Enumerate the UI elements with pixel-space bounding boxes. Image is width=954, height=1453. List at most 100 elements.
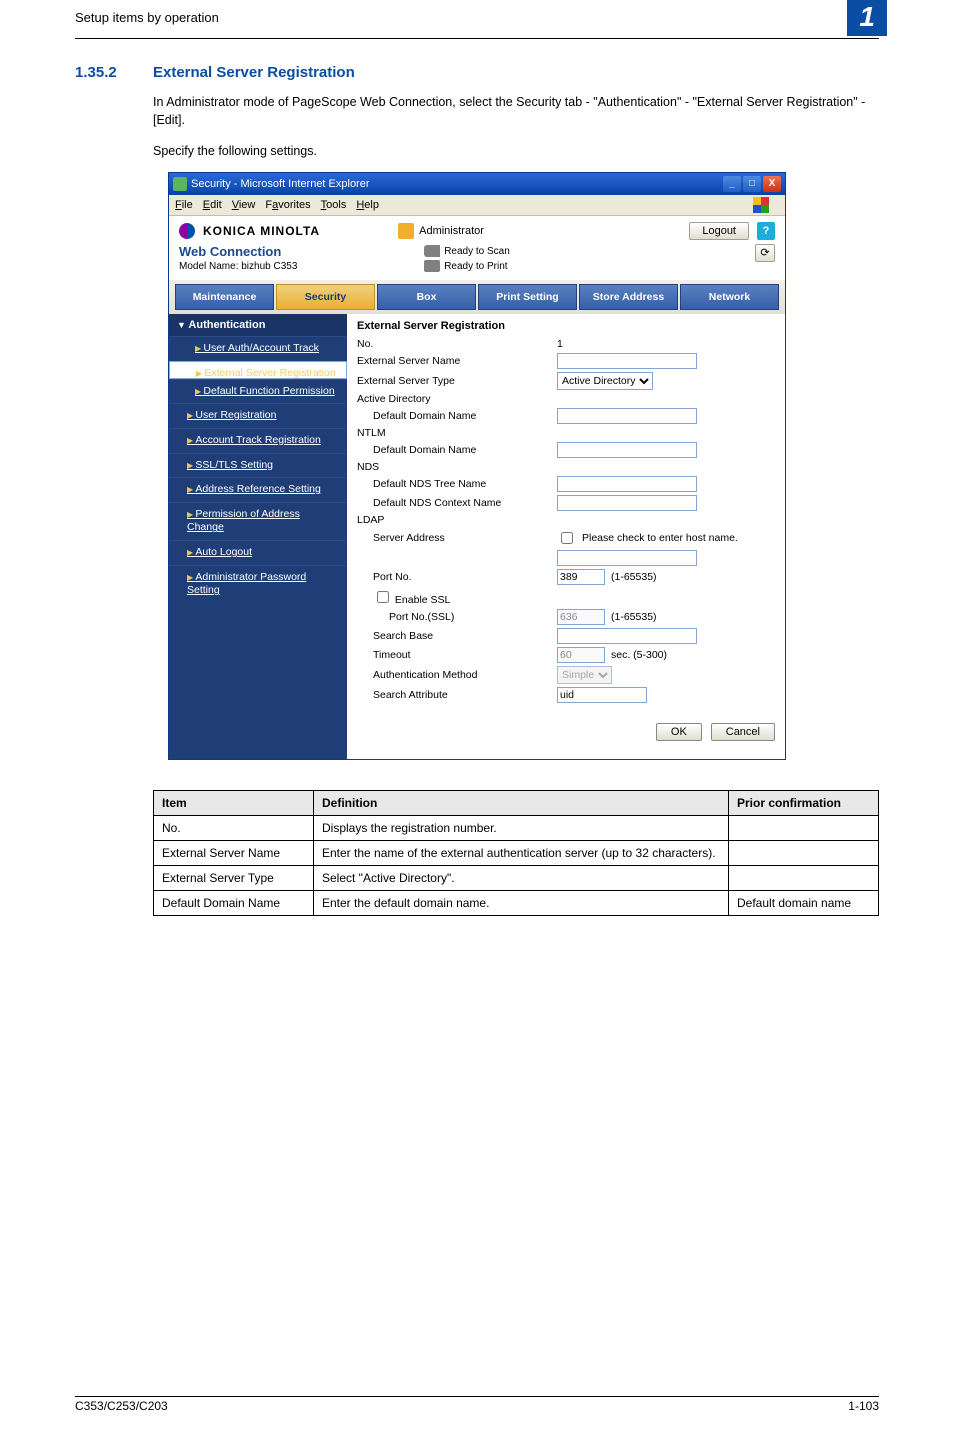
- sidebar-head[interactable]: Authentication: [169, 314, 347, 336]
- timeout-label: Timeout: [357, 649, 557, 661]
- sidebar-item-user-reg[interactable]: User Registration: [169, 403, 347, 428]
- enable-ssl-label: Enable SSL: [395, 594, 450, 606]
- refresh-button[interactable]: ⟳: [755, 244, 775, 262]
- ie-flag-icon: [753, 197, 769, 213]
- ntlm-ddn-label: Default Domain Name: [357, 444, 557, 456]
- port-label: Port No.: [357, 571, 557, 583]
- ldap-label: LDAP: [357, 514, 557, 526]
- cell: Enter the default domain name.: [314, 890, 729, 915]
- logout-button[interactable]: Logout: [689, 222, 749, 240]
- ad-ddn-label: Default Domain Name: [357, 410, 557, 422]
- ie-icon: [173, 177, 187, 191]
- tab-row: Maintenance Security Box Print Setting S…: [169, 280, 785, 314]
- cell: Displays the registration number.: [314, 815, 729, 840]
- tab-print-setting[interactable]: Print Setting: [478, 284, 577, 310]
- search-base-input[interactable]: [557, 628, 697, 644]
- help-button[interactable]: ?: [757, 222, 775, 240]
- sidebar-item-admin-pwd[interactable]: Administrator Password Setting: [169, 565, 347, 603]
- search-attr-label: Search Attribute: [357, 689, 557, 701]
- table-row: No. Displays the registration number.: [154, 815, 879, 840]
- pagescope-label: Web Connection: [179, 244, 424, 259]
- cancel-button[interactable]: Cancel: [711, 723, 775, 741]
- cell: [729, 815, 879, 840]
- ntlm-label: NTLM: [357, 427, 557, 439]
- menu-favorites[interactable]: Favorites: [265, 199, 310, 211]
- sidebar-item-default-func[interactable]: Default Function Permission: [169, 379, 347, 404]
- menu-file[interactable]: File: [175, 199, 193, 211]
- port-ssl-label: Port No.(SSL): [357, 611, 557, 623]
- tab-network[interactable]: Network: [680, 284, 779, 310]
- enable-ssl-checkbox[interactable]: [377, 591, 389, 603]
- tab-store-address[interactable]: Store Address: [579, 284, 678, 310]
- no-label: No.: [357, 338, 557, 350]
- nds-ctx-input[interactable]: [557, 495, 697, 511]
- sidebar-item-account-track[interactable]: Account Track Registration: [169, 428, 347, 453]
- footer-right: 1-103: [848, 1399, 879, 1413]
- tab-box[interactable]: Box: [377, 284, 476, 310]
- para-1: In Administrator mode of PageScope Web C…: [153, 93, 879, 129]
- footer-left: C353/C253/C203: [75, 1399, 168, 1413]
- ad-ddn-input[interactable]: [557, 408, 697, 424]
- ready-print: Ready to Print: [444, 261, 507, 272]
- auth-method-select[interactable]: Simple: [557, 666, 612, 684]
- sidebar-item-addr-ref[interactable]: Address Reference Setting: [169, 477, 347, 502]
- chapter-number: 1: [847, 0, 887, 36]
- form-title: External Server Registration: [357, 320, 775, 332]
- ext-name-label: External Server Name: [357, 355, 557, 367]
- search-attr-input[interactable]: [557, 687, 647, 703]
- ntlm-ddn-input[interactable]: [557, 442, 697, 458]
- minimize-button[interactable]: _: [723, 176, 741, 192]
- menu-view[interactable]: View: [232, 199, 256, 211]
- cell: External Server Type: [154, 865, 314, 890]
- port-input[interactable]: [557, 569, 605, 585]
- sidebar-item-user-auth[interactable]: User Auth/Account Track: [169, 336, 347, 361]
- table-row: Default Domain Name Enter the default do…: [154, 890, 879, 915]
- menu-edit[interactable]: Edit: [203, 199, 222, 211]
- cell: [729, 865, 879, 890]
- sidebar-item-ext-server[interactable]: External Server Registration: [169, 361, 347, 379]
- no-value: 1: [557, 338, 775, 350]
- port-hint: (1-65535): [611, 571, 657, 583]
- sidebar: Authentication User Auth/Account Track E…: [169, 314, 347, 759]
- para-2: Specify the following settings.: [153, 142, 879, 160]
- table-row: External Server Type Select "Active Dire…: [154, 865, 879, 890]
- srv-addr-input[interactable]: [557, 550, 697, 566]
- ext-type-select[interactable]: Active Directory: [557, 372, 653, 390]
- section-title: External Server Registration: [153, 64, 355, 81]
- cell: [729, 840, 879, 865]
- auth-method-label: Authentication Method: [357, 669, 557, 681]
- sidebar-item-perm-addr[interactable]: Permission of Address Change: [169, 502, 347, 540]
- port-ssl-input[interactable]: [557, 609, 605, 625]
- sidebar-item-ssl-tls[interactable]: SSL/TLS Setting: [169, 453, 347, 478]
- menu-tools[interactable]: Tools: [321, 199, 347, 211]
- nds-tree-input[interactable]: [557, 476, 697, 492]
- menu-help[interactable]: Help: [356, 199, 379, 211]
- km-logo-icon: [179, 223, 195, 239]
- cell: External Server Name: [154, 840, 314, 865]
- admin-icon: [398, 223, 414, 239]
- th-item: Item: [154, 790, 314, 815]
- timeout-hint: sec. (5-300): [611, 649, 667, 661]
- ok-button[interactable]: OK: [656, 723, 702, 741]
- ext-name-input[interactable]: [557, 353, 697, 369]
- window-title: Security - Microsoft Internet Explorer: [191, 178, 719, 190]
- search-base-label: Search Base: [357, 630, 557, 642]
- timeout-input[interactable]: [557, 647, 605, 663]
- maximize-button[interactable]: □: [743, 176, 761, 192]
- cell: No.: [154, 815, 314, 840]
- definition-table: Item Definition Prior confirmation No. D…: [153, 790, 879, 916]
- menu-bar: File Edit View Favorites Tools Help: [169, 195, 785, 216]
- tab-maintenance[interactable]: Maintenance: [175, 284, 274, 310]
- section-number: 1.35.2: [75, 64, 131, 81]
- close-button[interactable]: X: [763, 176, 781, 192]
- sidebar-item-auto-logout[interactable]: Auto Logout: [169, 540, 347, 565]
- brand-bar: KONICA MINOLTA Administrator Logout ?: [169, 216, 785, 244]
- host-checkbox[interactable]: [561, 532, 573, 544]
- scanner-icon: [424, 245, 440, 257]
- form-area: External Server Registration No.1 Extern…: [347, 314, 785, 759]
- admin-label: Administrator: [419, 225, 484, 237]
- tab-security[interactable]: Security: [276, 284, 375, 310]
- brand-label: KONICA MINOLTA: [203, 224, 320, 238]
- nds-tree-label: Default NDS Tree Name: [357, 478, 557, 490]
- ad-label: Active Directory: [357, 393, 557, 405]
